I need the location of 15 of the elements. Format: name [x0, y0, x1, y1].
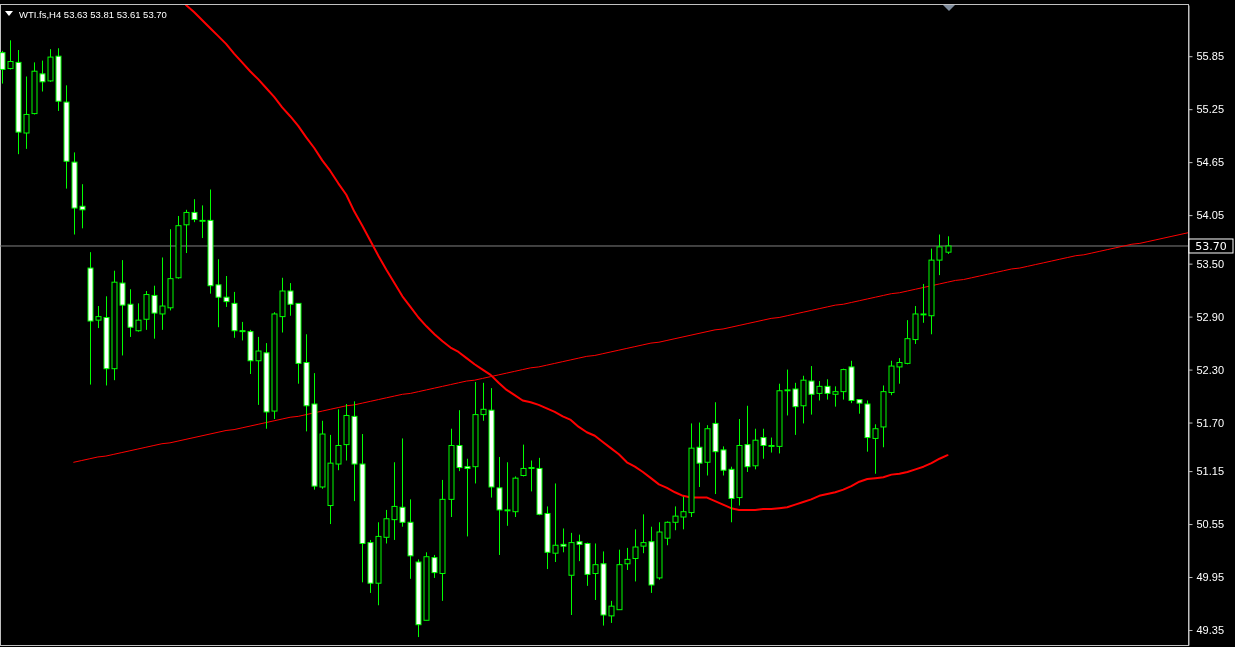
- candlestick: [624, 547, 631, 571]
- y-tick-label: 54.65: [1196, 156, 1225, 169]
- y-tick-label: 54.05: [1196, 209, 1225, 222]
- y-tick-label: 49.95: [1196, 571, 1225, 584]
- y-tick-label: 51.70: [1196, 416, 1225, 429]
- y-tick-label: 52.90: [1196, 310, 1225, 323]
- chart-title: WTI.fs,H4 53.63 53.81 53.61 53.70: [19, 9, 167, 20]
- y-tick-label: 55.85: [1196, 50, 1225, 63]
- y-tick-label: 51.15: [1196, 465, 1225, 478]
- y-tick-label: 55.25: [1196, 103, 1225, 116]
- y-tick-label: 53.50: [1196, 257, 1225, 270]
- y-tick-label: 50.55: [1196, 518, 1225, 531]
- y-tick-label: 49.35: [1196, 624, 1225, 637]
- y-tick-label: 52.30: [1196, 363, 1225, 376]
- ref-line-label: 53.70: [1195, 239, 1227, 253]
